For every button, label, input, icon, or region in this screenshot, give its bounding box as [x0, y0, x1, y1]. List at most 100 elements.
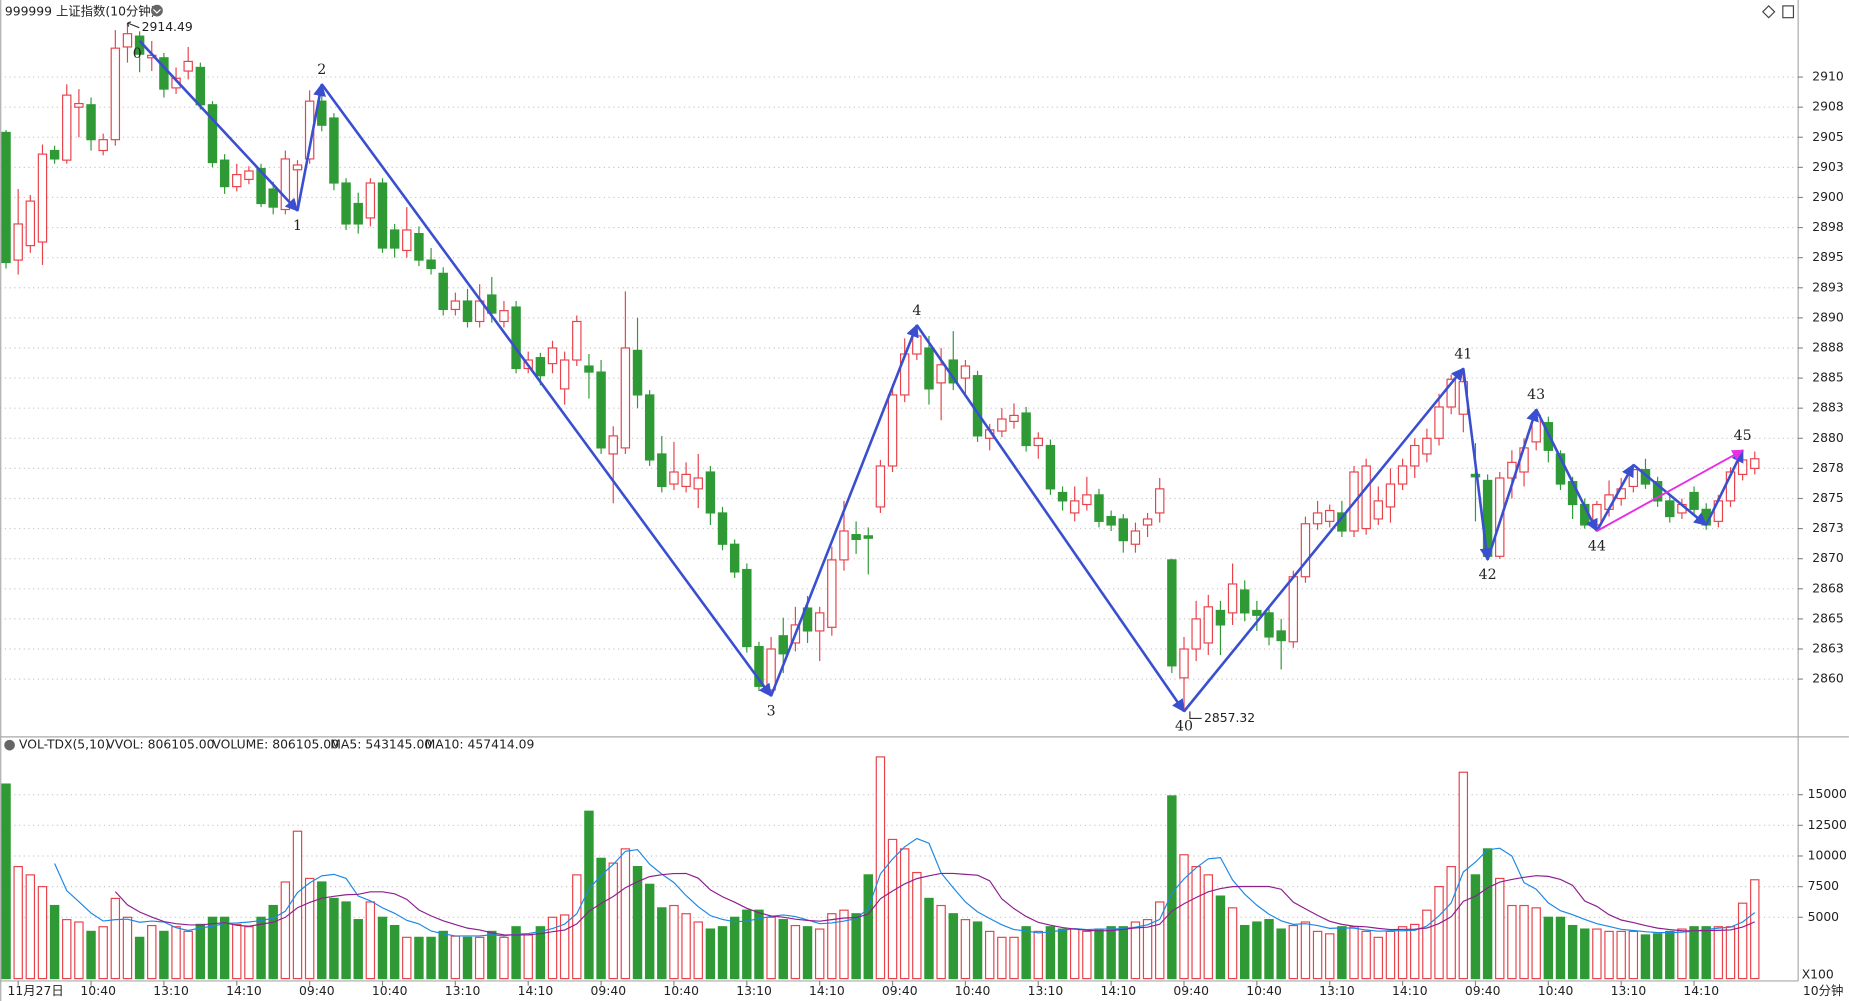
candle-body [802, 607, 813, 632]
volume-bar [948, 913, 958, 980]
candle-body [754, 646, 764, 687]
candle-body [1130, 530, 1141, 545]
volume-bar [1155, 901, 1165, 980]
volume-bar [389, 924, 400, 980]
y-tick-label: 2910 [1812, 70, 1844, 84]
candle-body [426, 259, 436, 270]
volume-bar [304, 877, 315, 980]
wave-label: 42 [1479, 567, 1497, 583]
x-tick-label: 09:40 [1465, 984, 1501, 998]
x-tick-label: 10:40 [955, 984, 991, 998]
candle-body [681, 473, 691, 488]
volume-bar [1106, 926, 1116, 980]
indicator-menu-icon[interactable] [4, 739, 15, 751]
x-tick-label: 09:40 [1173, 984, 1209, 998]
volume-bar [1288, 924, 1299, 980]
y-tick-label: 2878 [1812, 461, 1844, 475]
volume-bar [1094, 928, 1104, 980]
y-tick-label: 2873 [1812, 521, 1843, 535]
volume-bar [256, 916, 266, 980]
volume-bar [1592, 928, 1602, 980]
volume-bar [62, 919, 72, 980]
title-menu-icon[interactable] [151, 4, 163, 17]
candle-body [292, 164, 303, 171]
candle-body [863, 535, 873, 539]
wave-label: 4 [912, 303, 921, 319]
wave-line [1486, 408, 1539, 561]
candle-body [657, 453, 667, 488]
volume-bar [377, 916, 388, 980]
y-tick-label: 7500 [1808, 879, 1840, 893]
x-tick-label: 14:10 [1101, 984, 1137, 998]
volume-bar [1325, 933, 1335, 980]
candle-body [414, 233, 424, 261]
volume-bar [13, 866, 23, 980]
y-tick-label: 5000 [1808, 910, 1840, 924]
candle-body [851, 534, 861, 541]
x-tick-label: 10:40 [663, 984, 699, 998]
volume-bar [742, 909, 752, 980]
candle-body [632, 349, 643, 396]
volume-bar [1179, 854, 1189, 980]
y-tick-label: 2880 [1812, 431, 1844, 445]
x-tick-label: 10:40 [80, 984, 116, 998]
x-tick-label: 13:10 [736, 984, 772, 998]
volume-bar [693, 921, 703, 980]
x-tick-label: 13:10 [445, 984, 481, 998]
wave-line [296, 83, 326, 211]
diamond-icon[interactable] [1761, 5, 1776, 19]
x-tick-label: 13:10 [153, 984, 189, 998]
indicator-title: VOL-TDX(5,10) [19, 738, 110, 752]
wave-line [1595, 463, 1635, 532]
volume-bar [292, 830, 303, 980]
volume-bar [1495, 877, 1505, 980]
y-tick-label: 12500 [1808, 818, 1847, 832]
candle-body [1361, 465, 1371, 530]
volume-bar [766, 916, 776, 980]
candle-body [159, 57, 169, 90]
candle-body [1665, 500, 1675, 518]
x-tick-label: 14:10 [226, 984, 262, 998]
volume-bar [960, 919, 971, 980]
x-tick-label: 10:40 [372, 984, 408, 998]
volume-bar [402, 936, 412, 980]
candle-body [402, 229, 412, 252]
volume-bar [499, 936, 509, 980]
candle-body [644, 394, 655, 461]
volume-bar [778, 919, 788, 980]
volume-bar [1142, 919, 1153, 980]
volume-bar [353, 919, 363, 980]
x-tick-label: 10:40 [1538, 984, 1574, 998]
volume-bar [1725, 926, 1736, 980]
volume-unit: X100 [1802, 968, 1834, 982]
volume-bar [1264, 919, 1274, 980]
candle-body [365, 182, 376, 219]
candle-body [74, 102, 84, 108]
volume-bar [644, 883, 655, 980]
candle-body [511, 306, 521, 370]
volume-bar [984, 930, 995, 980]
volume-bar [1385, 930, 1396, 980]
volume-bar [681, 913, 691, 980]
y-tick-label: 15000 [1808, 787, 1847, 801]
volume-bar [1713, 926, 1724, 980]
y-tick-label: 2863 [1812, 641, 1843, 655]
candle-body [438, 272, 448, 311]
candle-body [875, 465, 886, 508]
volume-bar [1580, 928, 1590, 980]
candle-body [1082, 494, 1092, 506]
candle-body [110, 47, 121, 141]
volume-bar [280, 881, 291, 980]
candle-body [1410, 444, 1420, 467]
candle-body [1434, 406, 1444, 439]
candle-body [778, 635, 788, 655]
candle-body [742, 568, 752, 648]
candle-body [317, 100, 327, 126]
x-tick-label: 09:40 [590, 984, 626, 998]
candle-body [559, 359, 570, 390]
wave-line [915, 324, 1186, 713]
volume-bar [596, 857, 606, 980]
panel-icon[interactable] [1782, 5, 1795, 19]
candle-body [766, 648, 776, 691]
